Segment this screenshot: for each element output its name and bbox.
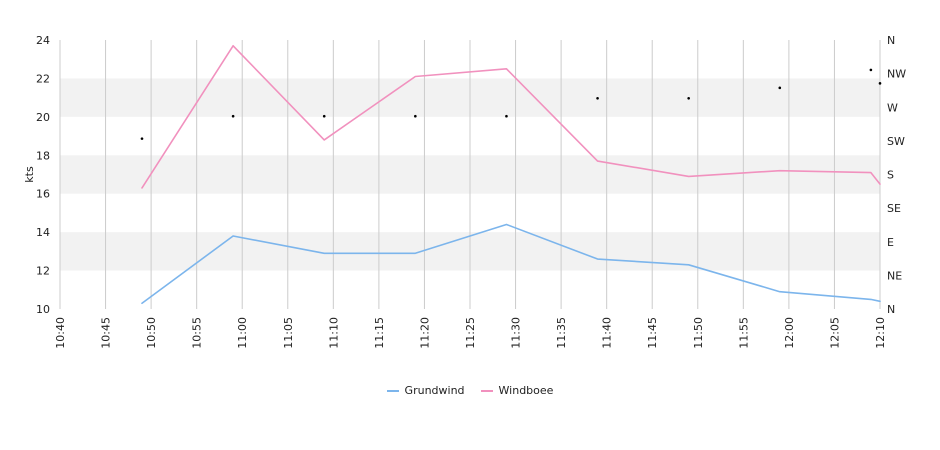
direction-tick-label: N	[887, 303, 895, 316]
direction-tick-label: N	[887, 34, 895, 47]
direction-tick-label: NE	[887, 269, 902, 282]
x-tick-label: 11:40	[601, 317, 614, 349]
direction-tick-label: NW	[887, 68, 906, 81]
legend-item-grundwind[interactable]: Grundwind	[386, 384, 465, 397]
direction-marker	[231, 114, 235, 118]
x-tick-label: 11:55	[737, 317, 750, 349]
x-tick-label: 12:05	[828, 317, 841, 349]
x-tick-label: 11:50	[692, 317, 705, 349]
y-tick-label: 18	[36, 149, 50, 162]
legend-swatch	[386, 389, 399, 392]
x-tick-label: 12:10	[874, 317, 887, 349]
direction-tick-label: SE	[887, 202, 901, 215]
legend-swatch	[480, 389, 493, 392]
direction-marker	[505, 114, 508, 118]
y-tick-label: 12	[36, 265, 50, 278]
x-tick-label: 11:00	[236, 317, 249, 349]
chart-legend: Grundwind Windboee	[0, 384, 940, 397]
x-tick-label: 10:40	[54, 317, 67, 349]
y-tick-label: 16	[36, 188, 50, 201]
x-tick-label: 11:20	[418, 317, 431, 349]
direction-marker	[878, 82, 882, 85]
legend-item-windboee[interactable]: Windboee	[480, 384, 554, 397]
y-tick-label: 22	[36, 72, 50, 85]
x-tick-label: 11:30	[510, 317, 523, 349]
x-tick-label: 10:45	[100, 317, 113, 349]
x-tick-label: 11:05	[282, 317, 295, 349]
direction-marker	[869, 68, 873, 72]
direction-marker	[140, 137, 144, 140]
x-tick-label: 12:00	[783, 317, 796, 349]
y-tick-label: 24	[36, 34, 50, 47]
x-tick-label: 10:50	[145, 317, 158, 349]
direction-marker	[687, 96, 690, 100]
legend-label: Windboee	[498, 384, 554, 397]
y-axis-title: kts	[23, 166, 36, 183]
x-tick-label: 11:35	[555, 317, 568, 349]
chart-plot: 10 12 14 16 18 20 22 24 kts 10:40 10:45 10:50 10:55 1…	[23, 34, 906, 349]
x-tick-label: 11:25	[464, 317, 477, 349]
direction-tick-label: W	[887, 101, 898, 114]
direction-tick-label: S	[887, 169, 894, 182]
y-tick-label: 20	[36, 111, 50, 124]
series-line-grundwind	[141, 223, 881, 305]
x-tick-label: 11:15	[373, 317, 386, 349]
direction-tick-label: SW	[887, 135, 905, 148]
direction-marker	[322, 114, 326, 118]
series-line-windboee	[141, 44, 881, 189]
x-tick-label: 11:45	[646, 317, 659, 349]
direction-marker	[778, 86, 782, 90]
y-tick-label: 10	[36, 303, 50, 316]
direction-marker	[414, 114, 417, 118]
y-tick-label: 14	[36, 226, 50, 239]
direction-marker	[596, 96, 599, 100]
x-tick-label: 10:55	[191, 317, 204, 349]
x-tick-label: 11:10	[327, 317, 340, 349]
legend-label: Grundwind	[404, 384, 465, 397]
direction-tick-label: E	[887, 236, 894, 249]
